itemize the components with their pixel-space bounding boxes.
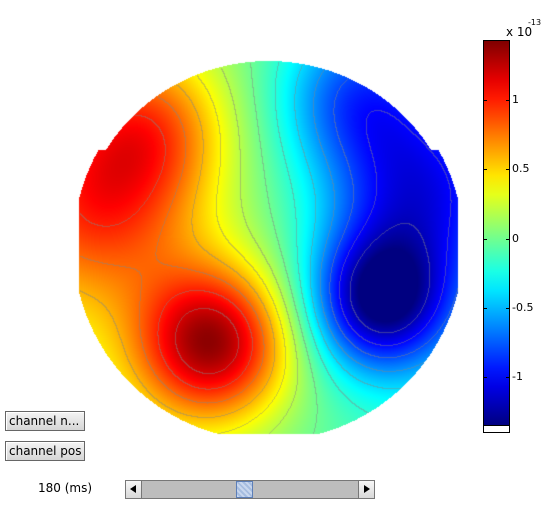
colorbar-tick-label: 0.5 bbox=[512, 162, 530, 176]
chevron-right-icon bbox=[364, 485, 370, 493]
colorbar-tick bbox=[506, 307, 510, 309]
colorbar-footer bbox=[483, 426, 510, 433]
time-slider[interactable] bbox=[125, 480, 375, 499]
colorbar-tick-label: 0 bbox=[512, 231, 519, 245]
slider-right-arrow[interactable] bbox=[358, 481, 374, 498]
time-label: 180 (ms) bbox=[38, 481, 93, 495]
colorbar-tick bbox=[483, 377, 487, 379]
colorbar-tick bbox=[506, 377, 510, 379]
colorbar-tick bbox=[483, 307, 487, 309]
colorbar-tick bbox=[506, 169, 510, 171]
channel-names-button[interactable]: channel n... bbox=[5, 411, 85, 431]
colorbar-tick-label: -0.5 bbox=[512, 300, 534, 314]
slider-left-arrow[interactable] bbox=[126, 481, 142, 498]
colorbar bbox=[483, 40, 510, 426]
colorbar-tick bbox=[483, 169, 487, 171]
colorbar-exponent-base: x 10 bbox=[506, 25, 533, 39]
colorbar-tick bbox=[483, 99, 487, 101]
slider-thumb[interactable] bbox=[236, 481, 254, 498]
colorbar-tick bbox=[506, 238, 510, 240]
colorbar-tick-label: -1 bbox=[512, 370, 523, 384]
chevron-left-icon bbox=[130, 485, 136, 493]
colorbar-tick-label: 1 bbox=[512, 92, 519, 106]
colorbar-exponent-power: -13 bbox=[528, 18, 542, 27]
colorbar-tick bbox=[483, 238, 487, 240]
channel-positions-button[interactable]: channel pos bbox=[5, 441, 85, 461]
colorbar-tick bbox=[506, 99, 510, 101]
